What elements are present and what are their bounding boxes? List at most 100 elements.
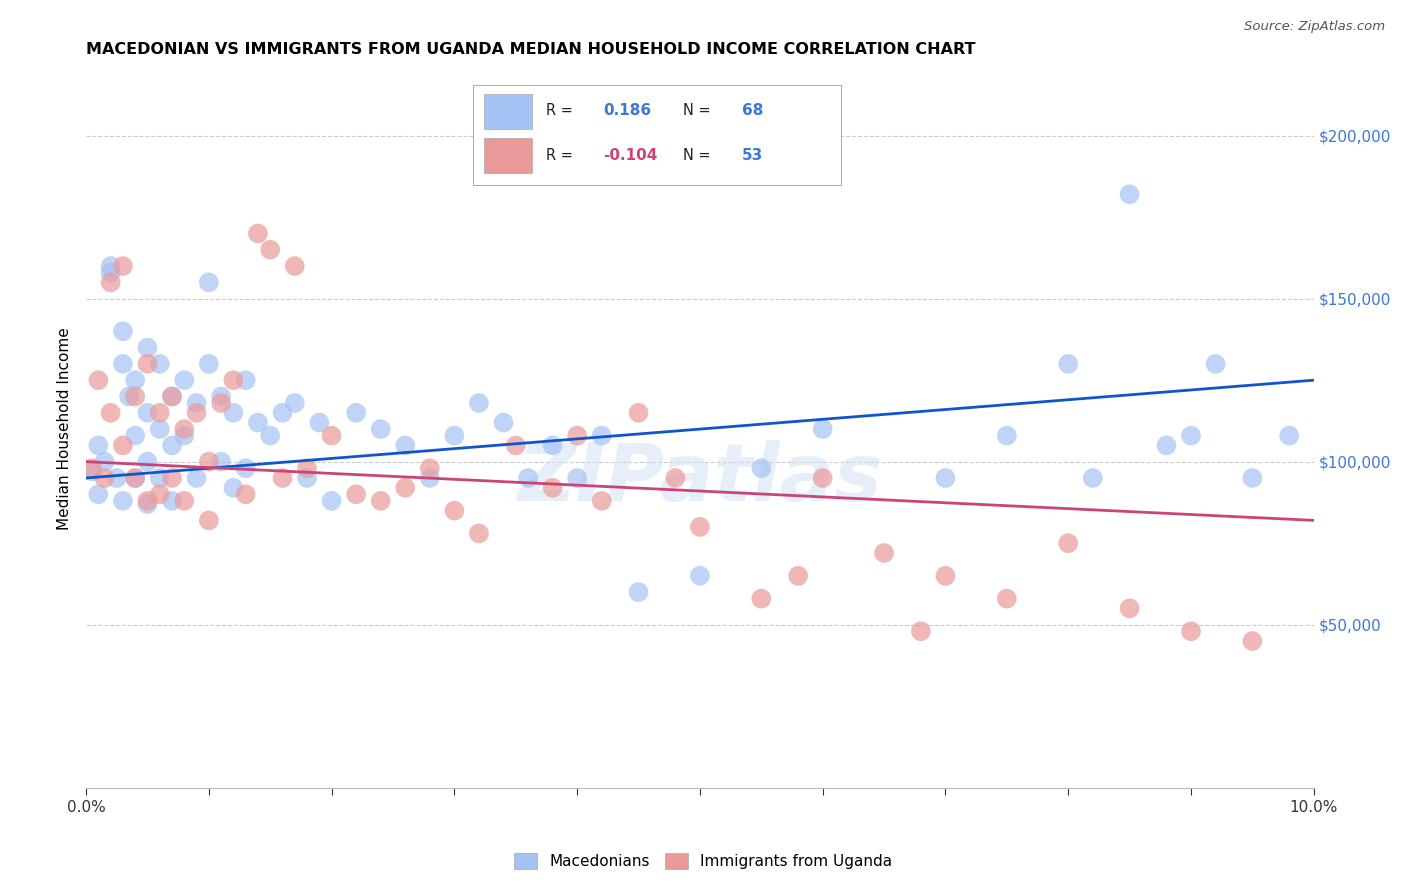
Point <box>186 406 208 420</box>
Point <box>394 481 416 495</box>
Point <box>198 357 221 371</box>
Point <box>136 497 159 511</box>
Point <box>271 471 294 485</box>
Point <box>1118 187 1140 202</box>
Point <box>1057 357 1080 371</box>
Point <box>111 324 134 338</box>
Point <box>271 406 294 420</box>
Point <box>186 396 208 410</box>
Point <box>111 438 134 452</box>
Point <box>517 471 540 485</box>
Point <box>934 569 956 583</box>
Point <box>222 406 245 420</box>
Point <box>627 585 650 599</box>
Point <box>749 591 772 606</box>
Point <box>198 513 221 527</box>
Point <box>873 546 896 560</box>
Point <box>910 624 932 639</box>
Point <box>591 493 613 508</box>
Point <box>394 438 416 452</box>
Point <box>100 276 122 290</box>
Point <box>1156 438 1178 452</box>
Text: Source: ZipAtlas.com: Source: ZipAtlas.com <box>1244 20 1385 33</box>
Point <box>93 471 115 485</box>
Point <box>995 591 1018 606</box>
Point <box>160 389 183 403</box>
Point <box>541 438 564 452</box>
Point <box>100 259 122 273</box>
Point <box>1180 624 1202 639</box>
Point <box>111 357 134 371</box>
Point <box>209 389 232 403</box>
Point <box>689 569 711 583</box>
Point <box>811 422 834 436</box>
Point <box>627 406 650 420</box>
Point <box>235 487 257 501</box>
Point <box>565 471 588 485</box>
Point <box>124 471 146 485</box>
Point <box>689 520 711 534</box>
Point <box>565 428 588 442</box>
Point <box>1081 471 1104 485</box>
Point <box>284 396 307 410</box>
Point <box>173 373 195 387</box>
Point <box>124 389 146 403</box>
Point <box>209 396 232 410</box>
Point <box>136 341 159 355</box>
Point <box>111 493 134 508</box>
Point <box>136 406 159 420</box>
Point <box>246 416 269 430</box>
Point <box>198 276 221 290</box>
Point <box>321 428 343 442</box>
Point <box>186 471 208 485</box>
Point <box>124 428 146 442</box>
Point <box>136 455 159 469</box>
Point <box>173 493 195 508</box>
Y-axis label: Median Household Income: Median Household Income <box>58 327 72 531</box>
Point <box>344 406 367 420</box>
Point <box>1241 634 1264 648</box>
Point <box>160 389 183 403</box>
Point <box>295 471 318 485</box>
Point <box>118 389 141 403</box>
Text: ZIPatlas: ZIPatlas <box>517 441 883 518</box>
Point <box>284 259 307 273</box>
Point <box>222 373 245 387</box>
Point <box>749 461 772 475</box>
Point <box>173 422 195 436</box>
Point <box>344 487 367 501</box>
Point <box>246 227 269 241</box>
Point <box>419 461 441 475</box>
Point <box>995 428 1018 442</box>
Point <box>222 481 245 495</box>
Point <box>87 487 110 501</box>
Point <box>321 493 343 508</box>
Point <box>82 465 104 479</box>
Point <box>1057 536 1080 550</box>
Point <box>443 503 465 517</box>
Point <box>160 471 183 485</box>
Point <box>149 406 172 420</box>
Point <box>370 422 392 436</box>
Point <box>787 569 810 583</box>
Point <box>468 396 491 410</box>
Point <box>259 428 281 442</box>
Point <box>259 243 281 257</box>
Point <box>124 471 146 485</box>
Point <box>235 461 257 475</box>
Point <box>235 373 257 387</box>
Point <box>1180 428 1202 442</box>
Point <box>1241 471 1264 485</box>
Point <box>934 471 956 485</box>
Point <box>505 438 527 452</box>
Point <box>1278 428 1301 442</box>
Point <box>811 471 834 485</box>
Point <box>1118 601 1140 615</box>
Point <box>209 455 232 469</box>
Point <box>591 428 613 442</box>
Point <box>1205 357 1227 371</box>
Point <box>370 493 392 508</box>
Point <box>87 438 110 452</box>
Point <box>308 416 330 430</box>
Point <box>173 428 195 442</box>
